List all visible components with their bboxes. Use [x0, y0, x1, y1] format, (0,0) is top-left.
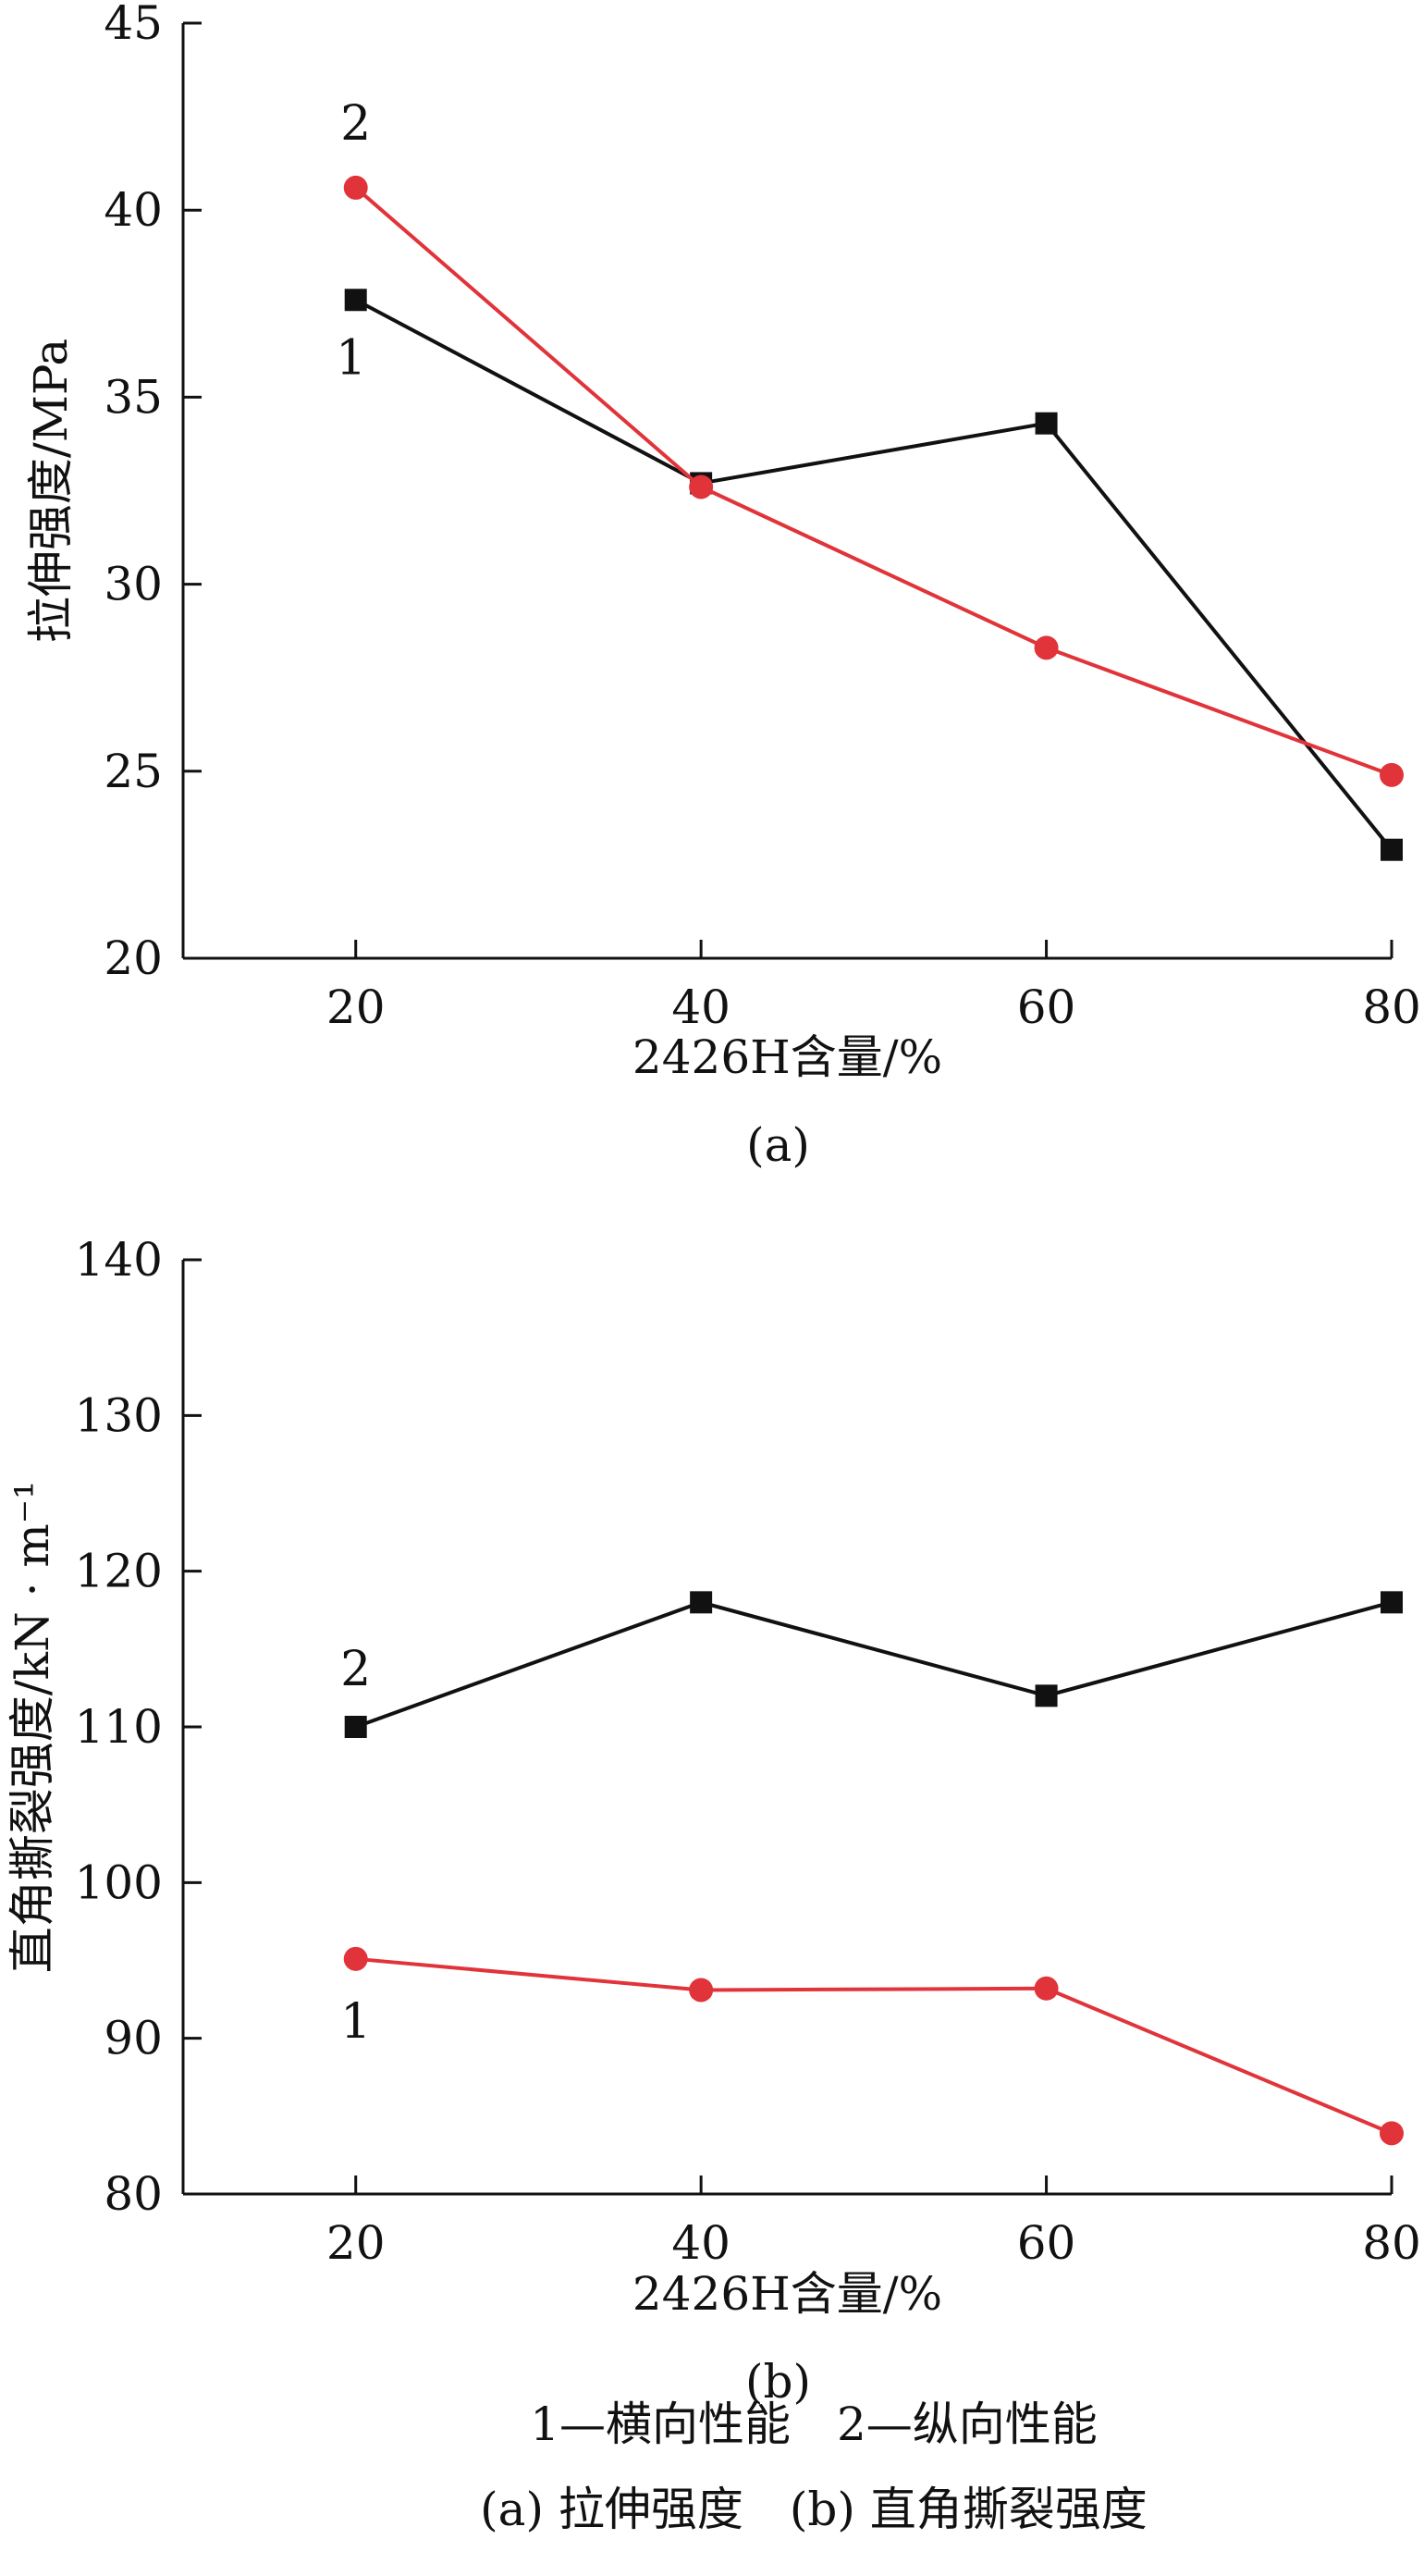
data-point-b-0-3	[1381, 1591, 1403, 1614]
panel-label-b: (b)	[745, 2355, 811, 2409]
y-tick-label-b: 140	[75, 1233, 163, 1287]
data-point-a-0-2	[1035, 412, 1058, 435]
y-axis-label-a: 拉伸强度/MPa	[24, 339, 78, 643]
x-tick-label-a: 20	[326, 980, 386, 1034]
series-line-a-0	[354, 298, 1393, 851]
x-axis-label-a: 2426H含量/%	[632, 1030, 942, 1084]
x-tick-label-a: 80	[1362, 980, 1421, 1034]
data-point-b-1-3	[1380, 2121, 1404, 2146]
y-tick-label-a: 45	[104, 0, 163, 50]
series-label-b-0: 2	[340, 1642, 371, 1697]
data-point-b-1-0	[343, 1946, 368, 1971]
panel-caption: (a) 拉伸强度 (b) 直角撕裂强度	[480, 2483, 1148, 2536]
x-tick-label-b: 60	[1017, 2216, 1076, 2270]
data-point-b-1-2	[1034, 1976, 1059, 2001]
y-tick-label-a: 25	[104, 745, 163, 798]
panel-label-a: (a)	[746, 1118, 810, 1172]
data-point-b-0-1	[690, 1591, 713, 1614]
chart-panel-a: 20 25 30 35 40 45 20 40 60 80 2426H含量/% 拉伸强度/MPa (a)…	[24, 0, 1421, 1172]
chart-panel-b: 80 90 100 110 120 130 140 20 40 60 80 2426H含量/% 直角撕裂…	[6, 1233, 1421, 2409]
x-tick-label-b: 80	[1362, 2216, 1421, 2270]
series-label-b-1: 1	[340, 1994, 371, 2050]
x-tick-label-a: 40	[671, 980, 730, 1034]
series-line-a-1	[354, 186, 1393, 777]
y-tick-label-b: 90	[104, 2012, 163, 2065]
x-axis-label-b: 2426H含量/%	[632, 2267, 942, 2321]
data-point-a-1-2	[1034, 635, 1059, 660]
legend-caption: 1—横向性能 2—纵向性能	[530, 2397, 1098, 2451]
series-line-b-1	[355, 1956, 1393, 2136]
data-point-b-0-2	[1035, 1684, 1058, 1707]
series-label-a-1: 2	[340, 96, 371, 152]
data-point-b-1-1	[689, 1978, 714, 2003]
series-label-a-0: 1	[336, 330, 366, 386]
x-tick-label-b: 40	[671, 2216, 730, 2270]
data-point-a-1-1	[689, 475, 714, 499]
y-tick-label-b: 120	[75, 1545, 163, 1598]
x-tick-label-a: 60	[1017, 980, 1076, 1034]
y-tick-label-a: 40	[104, 183, 163, 237]
data-point-b-0-0	[344, 1716, 367, 1738]
data-point-a-1-3	[1380, 762, 1404, 787]
y-tick-label-b: 80	[104, 2167, 163, 2221]
y-tick-label-b: 130	[75, 1388, 163, 1442]
data-point-a-0-3	[1381, 838, 1403, 861]
x-tick-label-b: 20	[326, 2216, 386, 2270]
y-tick-label-a: 35	[104, 370, 163, 424]
y-axis-label-b: 直角撕裂强度/kN · m⁻¹	[6, 1481, 59, 1973]
y-tick-label-a: 20	[104, 931, 163, 985]
y-tick-label-b: 110	[75, 1700, 163, 1754]
data-point-a-1-0	[343, 175, 368, 200]
series-line-b-0	[355, 1600, 1393, 1729]
data-point-a-0-0	[344, 289, 367, 312]
y-tick-label-a: 30	[104, 558, 163, 611]
y-tick-label-b: 100	[75, 1855, 163, 1909]
